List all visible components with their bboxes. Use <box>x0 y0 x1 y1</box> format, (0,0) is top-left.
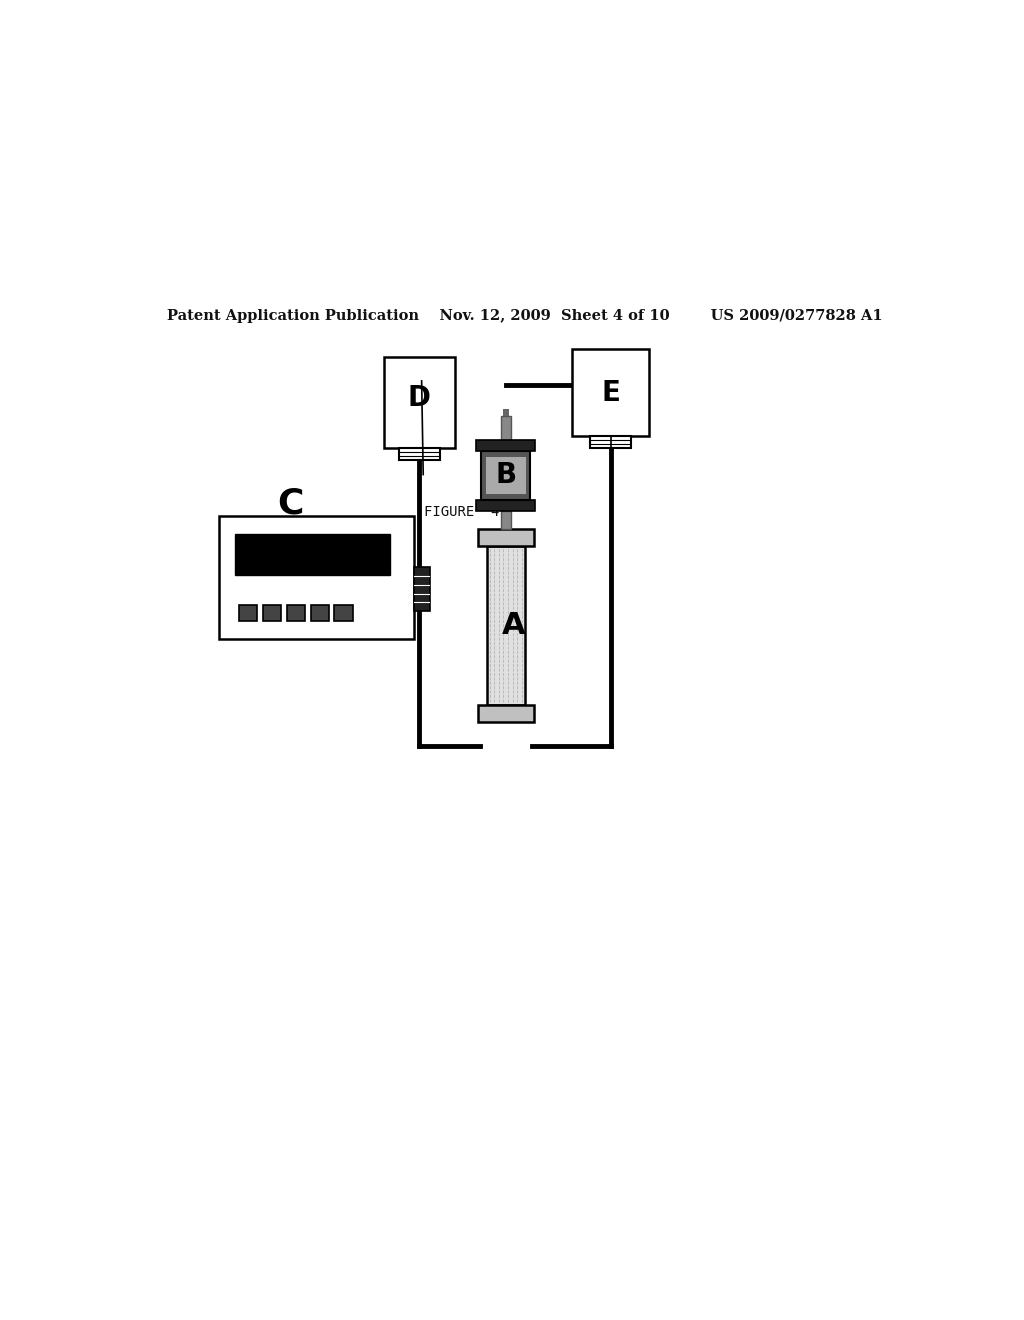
Text: B: B <box>496 462 516 490</box>
Bar <box>219 516 414 639</box>
Bar <box>478 705 534 722</box>
Bar <box>590 437 631 449</box>
Bar <box>501 416 511 440</box>
Bar <box>501 511 511 528</box>
Text: Patent Application Publication    Nov. 12, 2009  Sheet 4 of 10        US 2009/02: Patent Application Publication Nov. 12, … <box>167 309 883 323</box>
Text: E: E <box>601 379 620 407</box>
Bar <box>572 350 648 437</box>
Text: FIGURE  4: FIGURE 4 <box>424 504 499 519</box>
Bar <box>398 449 440 461</box>
Bar <box>236 535 390 576</box>
Bar <box>414 568 430 611</box>
Bar <box>481 450 530 500</box>
Bar <box>486 546 524 705</box>
Bar <box>503 409 509 416</box>
Bar <box>478 528 534 546</box>
Bar <box>486 457 525 494</box>
Text: A: A <box>502 611 525 640</box>
Bar <box>334 605 352 620</box>
Text: D: D <box>408 384 431 412</box>
Bar <box>263 605 282 620</box>
Bar <box>310 605 329 620</box>
Bar <box>384 358 455 449</box>
Text: C: C <box>278 487 304 521</box>
Bar <box>476 500 536 511</box>
Bar <box>240 605 257 620</box>
Bar <box>476 440 536 450</box>
Bar <box>287 605 305 620</box>
